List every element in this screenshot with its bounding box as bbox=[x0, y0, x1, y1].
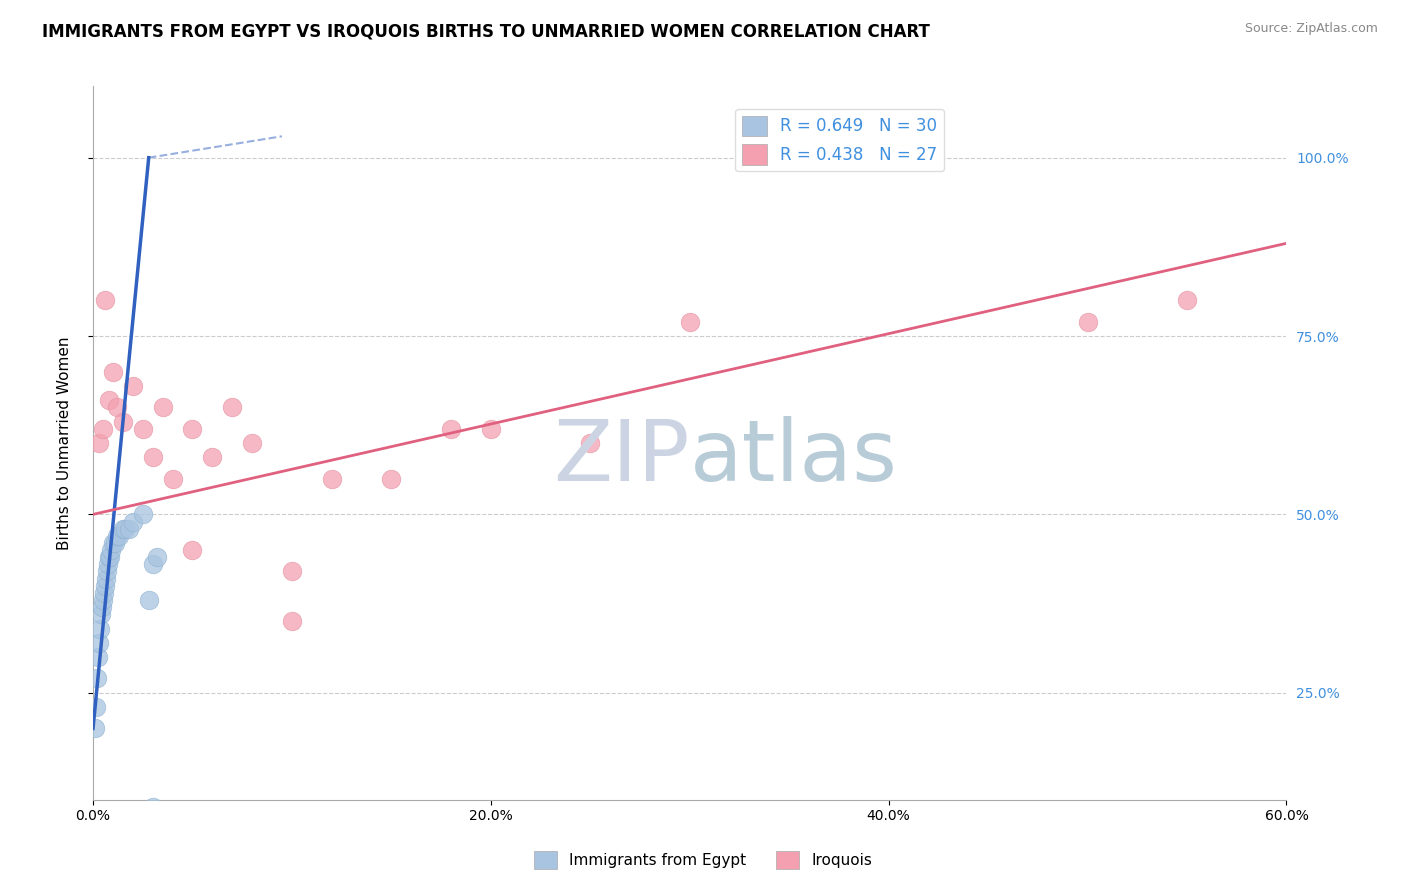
Point bbox=[101, 365, 124, 379]
Point bbox=[221, 401, 243, 415]
Point bbox=[132, 508, 155, 522]
Point bbox=[132, 422, 155, 436]
Point bbox=[90, 607, 112, 622]
Point bbox=[181, 543, 204, 558]
Point bbox=[91, 600, 114, 615]
Point bbox=[181, 422, 204, 436]
Point bbox=[91, 593, 114, 607]
Text: ZIP: ZIP bbox=[553, 416, 690, 499]
Point bbox=[1175, 293, 1198, 308]
Point bbox=[479, 422, 502, 436]
Point bbox=[201, 450, 224, 465]
Point bbox=[87, 636, 110, 650]
Point bbox=[145, 550, 167, 565]
Point bbox=[142, 450, 165, 465]
Point bbox=[84, 722, 107, 736]
Point bbox=[87, 650, 110, 665]
Point bbox=[281, 615, 304, 629]
Point bbox=[84, 700, 107, 714]
Point bbox=[105, 529, 128, 543]
Point bbox=[152, 401, 174, 415]
Point bbox=[105, 401, 128, 415]
Point bbox=[94, 293, 117, 308]
Point bbox=[97, 393, 120, 408]
Point bbox=[101, 536, 124, 550]
Legend: Immigrants from Egypt, Iroquois: Immigrants from Egypt, Iroquois bbox=[527, 845, 879, 875]
Point bbox=[114, 522, 136, 536]
Point bbox=[104, 536, 127, 550]
Point bbox=[281, 565, 304, 579]
Point bbox=[142, 558, 165, 572]
Point bbox=[138, 593, 160, 607]
Point bbox=[142, 800, 165, 814]
Point bbox=[321, 472, 343, 486]
Point bbox=[118, 522, 141, 536]
Point bbox=[240, 436, 263, 450]
Y-axis label: Births to Unmarried Women: Births to Unmarried Women bbox=[58, 336, 72, 549]
Legend: R = 0.649   N = 30, R = 0.438   N = 27: R = 0.649 N = 30, R = 0.438 N = 27 bbox=[735, 109, 943, 171]
Point bbox=[86, 672, 108, 686]
Point bbox=[440, 422, 463, 436]
Text: atlas: atlas bbox=[690, 416, 898, 499]
Point bbox=[97, 550, 120, 565]
Point bbox=[121, 379, 143, 393]
Point bbox=[380, 472, 402, 486]
Point bbox=[98, 550, 121, 565]
Point bbox=[121, 515, 143, 529]
Point bbox=[89, 622, 111, 636]
Point bbox=[1077, 315, 1099, 329]
Point bbox=[91, 422, 114, 436]
Point bbox=[111, 522, 134, 536]
Point bbox=[94, 572, 117, 586]
Point bbox=[162, 472, 184, 486]
Point bbox=[111, 415, 134, 429]
Point bbox=[579, 436, 602, 450]
Point bbox=[100, 543, 122, 558]
Point bbox=[96, 565, 118, 579]
Point bbox=[97, 558, 120, 572]
Point bbox=[87, 436, 110, 450]
Point bbox=[679, 315, 702, 329]
Text: Source: ZipAtlas.com: Source: ZipAtlas.com bbox=[1244, 22, 1378, 36]
Text: IMMIGRANTS FROM EGYPT VS IROQUOIS BIRTHS TO UNMARRIED WOMEN CORRELATION CHART: IMMIGRANTS FROM EGYPT VS IROQUOIS BIRTHS… bbox=[42, 22, 929, 40]
Point bbox=[93, 586, 115, 600]
Point bbox=[94, 579, 117, 593]
Point bbox=[108, 529, 131, 543]
